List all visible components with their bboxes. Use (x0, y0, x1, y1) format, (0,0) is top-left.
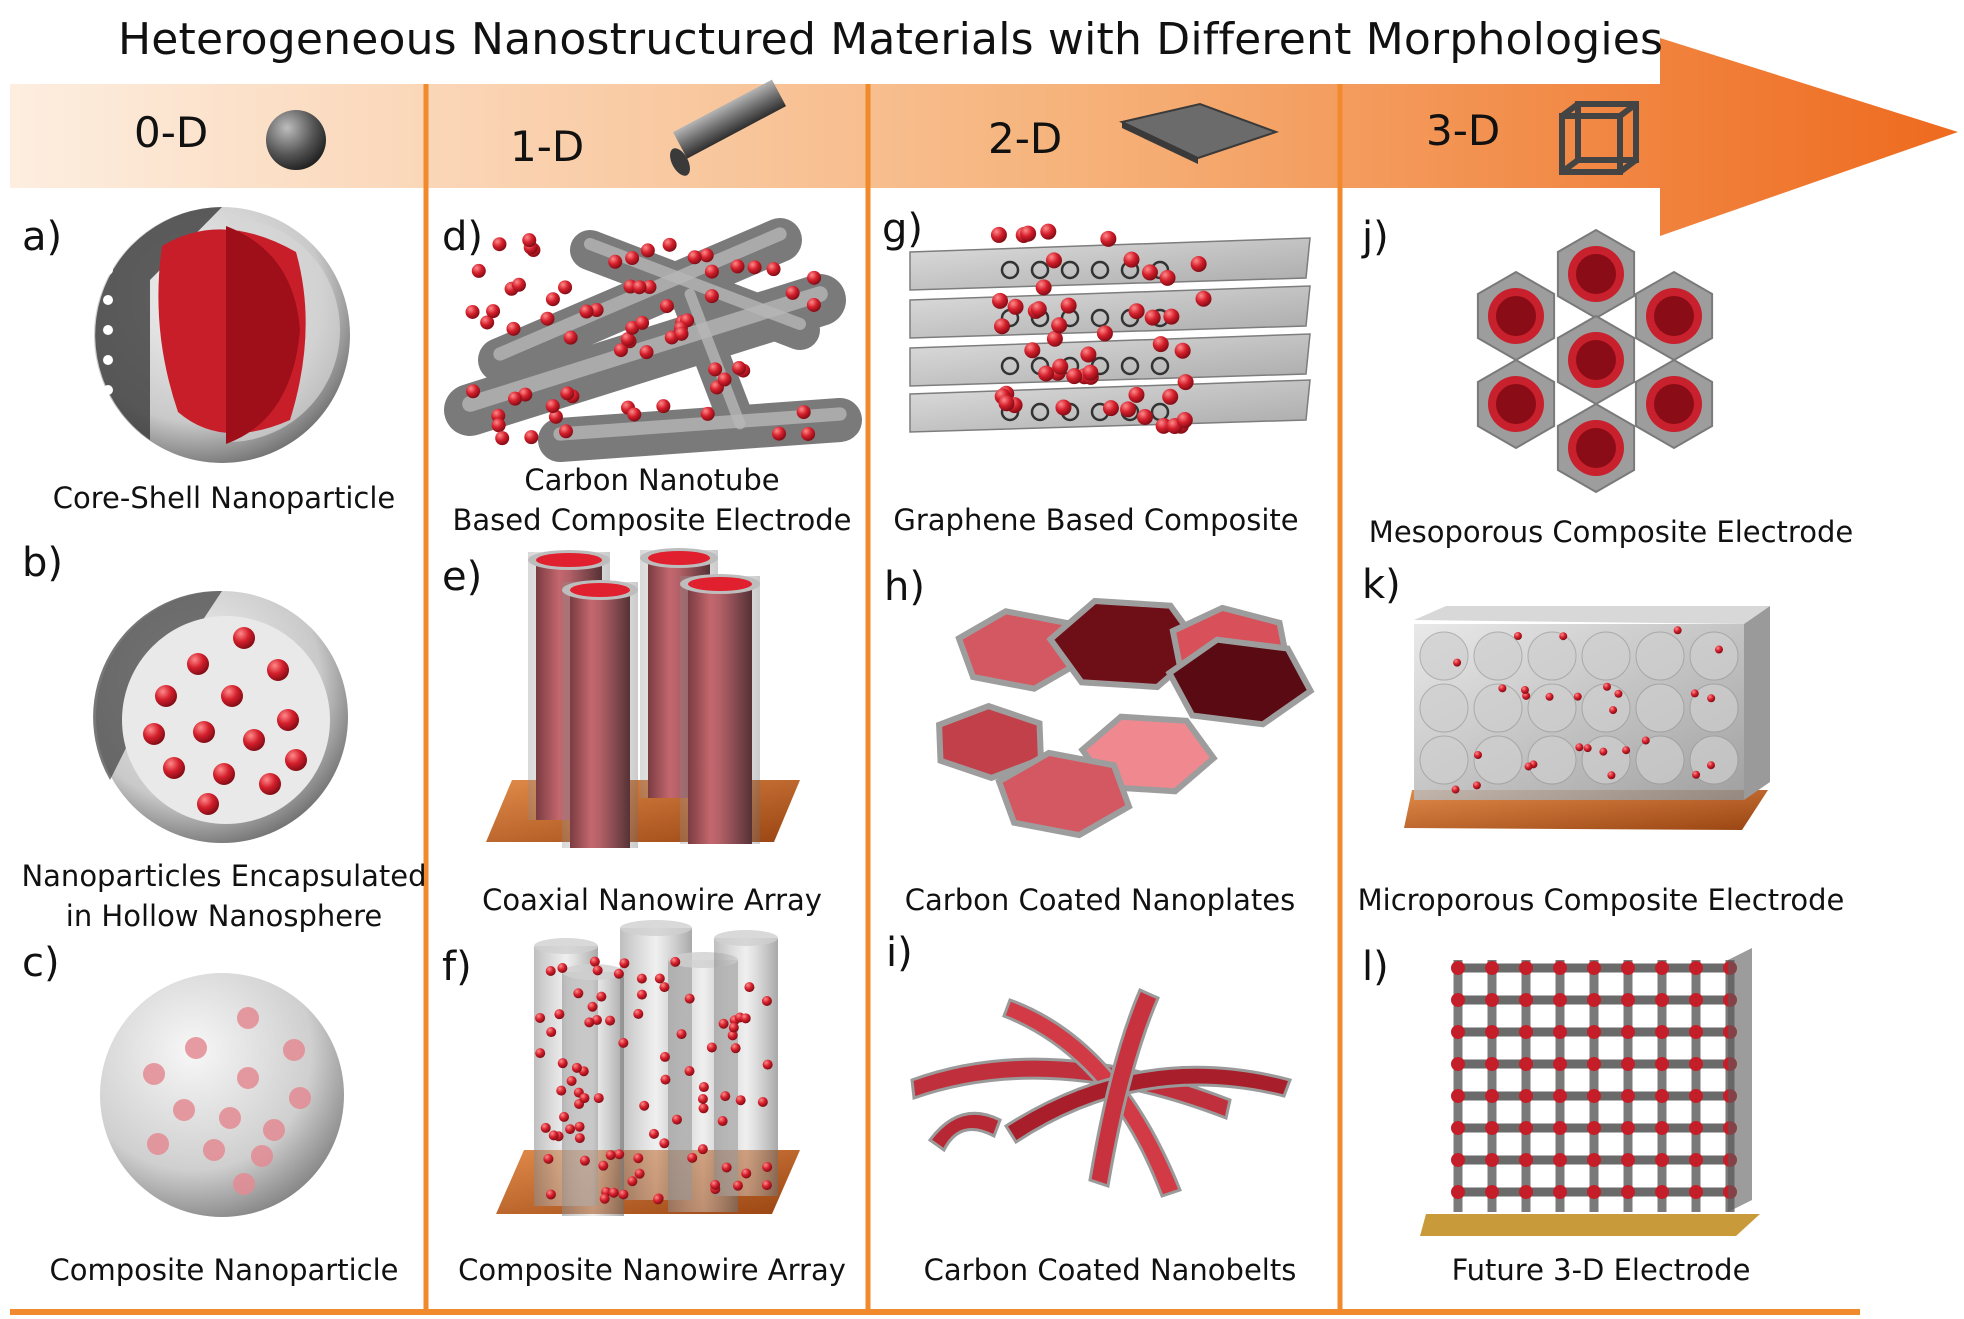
caption-composite-nanoparticle-line-1: Composite Nanoparticle (49, 1253, 399, 1287)
caption-future-electrode-line-1: Future 3-D Electrode (1451, 1253, 1751, 1287)
caption-hollow-nanosphere-line-1: Nanoparticles Encapsulated (21, 859, 427, 893)
column-label-1d: 1-D (510, 122, 585, 171)
caption-future-electrode: Future 3-D Electrode (1350, 1250, 1852, 1290)
microporous-icon (1404, 606, 1770, 830)
composite-nanowire-icon (496, 920, 800, 1216)
sphere-icon (266, 110, 326, 170)
caption-coaxial-nanowire: Coaxial Nanowire Array (440, 880, 864, 920)
caption-composite-nanowire-line-1: Composite Nanowire Array (458, 1253, 846, 1287)
caption-nanotube-electrode-line-2: Based Composite Electrode (452, 503, 852, 537)
progression-arrow (10, 38, 1958, 236)
caption-composite-nanoparticle: Composite Nanoparticle (20, 1250, 428, 1290)
caption-nanobelts: Carbon Coated Nanobelts (890, 1250, 1330, 1290)
caption-hollow-nanosphere: Nanoparticles Encapsulated in Hollow Nan… (12, 856, 436, 936)
mesoporous-icon (1476, 228, 1714, 494)
caption-coaxial-nanowire-line-1: Coaxial Nanowire Array (482, 883, 822, 917)
panel-letter-e: e) (442, 554, 483, 600)
coaxial-nanowire-icon (486, 548, 800, 848)
panel-letter-j: j) (1362, 214, 1389, 260)
caption-core-shell: Core-Shell Nanoparticle (20, 478, 428, 518)
column-label-0d: 0-D (134, 108, 209, 157)
panel-letter-d: d) (442, 214, 483, 260)
panel-letter-g: g) (882, 206, 923, 252)
caption-graphene-composite-line-1: Graphene Based Composite (893, 503, 1299, 537)
caption-composite-nanowire: Composite Nanowire Array (440, 1250, 864, 1290)
panel-letter-a: a) (22, 214, 63, 260)
panel-letter-i: i) (886, 930, 913, 976)
caption-hollow-nanosphere-line-2: in Hollow Nanosphere (65, 899, 383, 933)
core-shell-icon (94, 207, 350, 463)
caption-nanobelts-line-1: Carbon Coated Nanobelts (923, 1253, 1297, 1287)
figure-title: Heterogeneous Nanostructured Materials w… (118, 14, 1664, 65)
caption-microporous: Microporous Composite Electrode (1350, 880, 1852, 920)
column-label-2d: 2-D (988, 114, 1063, 163)
nanoplates-icon (936, 597, 1315, 839)
lattice-electrode-icon (1420, 948, 1760, 1236)
composite-nanoparticle-icon (100, 973, 344, 1217)
panel-letter-c: c) (22, 940, 60, 986)
caption-mesoporous-line-1: Mesoporous Composite Electrode (1368, 515, 1854, 549)
nanotube-network-icon (444, 218, 862, 462)
caption-mesoporous: Mesoporous Composite Electrode (1352, 512, 1870, 552)
panel-letter-h: h) (884, 564, 925, 610)
caption-core-shell-line-1: Core-Shell Nanoparticle (52, 481, 396, 515)
hollow-nanosphere-icon (93, 590, 348, 843)
caption-microporous-line-1: Microporous Composite Electrode (1357, 883, 1845, 917)
caption-nanoplates-line-1: Carbon Coated Nanoplates (904, 883, 1296, 917)
cube-frame-icon (1559, 101, 1639, 175)
panel-letter-b: b) (22, 540, 63, 586)
nanobelts-icon (910, 988, 1292, 1198)
caption-graphene-composite: Graphene Based Composite (876, 500, 1316, 540)
panel-letter-l: l) (1362, 944, 1389, 990)
sheet-icon (1118, 102, 1280, 164)
column-label-3d: 3-D (1426, 106, 1501, 155)
caption-nanotube-electrode: Carbon Nanotube Based Composite Electrod… (440, 460, 864, 540)
panel-letter-f: f) (442, 944, 472, 990)
rod-icon (670, 79, 787, 176)
caption-nanoplates: Carbon Coated Nanoplates (880, 880, 1320, 920)
graphene-stack-icon (909, 223, 1311, 434)
caption-nanotube-electrode-line-1: Carbon Nanotube (524, 463, 780, 497)
panel-letter-k: k) (1362, 562, 1401, 608)
